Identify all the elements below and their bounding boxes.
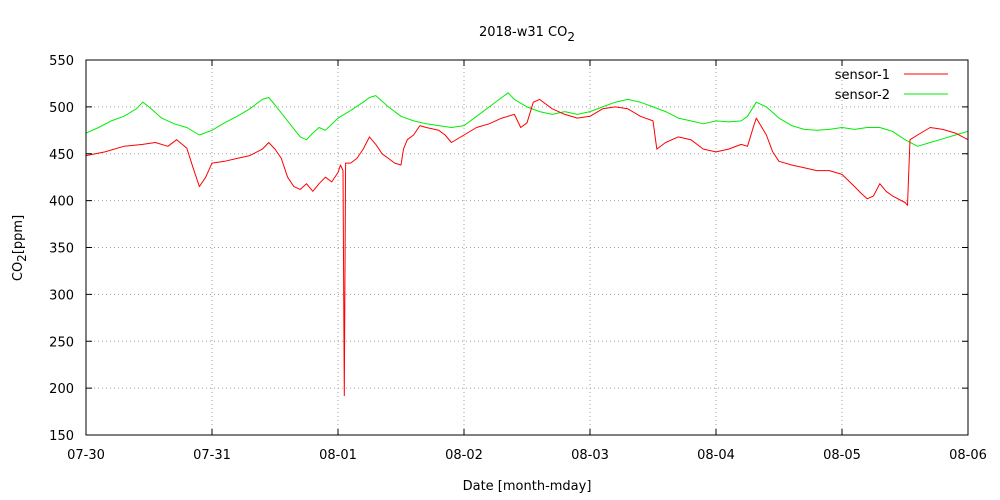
y-axis-label: CO2[ppm] bbox=[11, 215, 29, 281]
series-line-sensor-2 bbox=[85, 92, 969, 147]
y-axis-label-unit: [ppm] bbox=[11, 215, 26, 254]
chart-title: 2018-w31 CO2 bbox=[479, 25, 575, 44]
y-tick-label: 300 bbox=[49, 288, 74, 303]
y-tick-label: 400 bbox=[49, 195, 74, 210]
y-tick-label: 500 bbox=[49, 101, 74, 116]
x-tick-label: 07-31 bbox=[193, 448, 231, 463]
y-tick-label: 150 bbox=[49, 429, 74, 444]
y-tick-labels: 150 200 250 300 350 400 450 500 550 bbox=[49, 54, 74, 444]
legend: sensor-1 sensor-2 bbox=[835, 68, 948, 103]
legend-label-sensor-1: sensor-1 bbox=[835, 68, 890, 83]
x-tick-labels: 07-30 07-31 08-01 08-02 08-03 08-04 08-05 08-06 bbox=[67, 448, 987, 463]
axis-ticks bbox=[85, 59, 969, 436]
series-lines bbox=[85, 92, 969, 397]
y-tick-label: 550 bbox=[49, 54, 74, 69]
y-axis-label-subscript: 2 bbox=[15, 254, 29, 262]
y-tick-label: 200 bbox=[49, 382, 74, 397]
x-tick-label: 08-05 bbox=[823, 448, 861, 463]
grid-lines bbox=[86, 60, 968, 435]
y-tick-label: 250 bbox=[49, 335, 74, 350]
x-tick-label: 08-02 bbox=[445, 448, 483, 463]
x-axis-label: Date [month-mday] bbox=[463, 479, 592, 494]
chart-title-subscript: 2 bbox=[567, 30, 575, 44]
x-tick-label: 08-03 bbox=[571, 448, 609, 463]
y-tick-label: 350 bbox=[49, 242, 74, 257]
series-line-sensor-1 bbox=[85, 98, 969, 397]
x-tick-label: 08-04 bbox=[697, 448, 735, 463]
x-tick-label: 07-30 bbox=[67, 448, 105, 463]
legend-label-sensor-2: sensor-2 bbox=[835, 88, 890, 103]
y-tick-label: 450 bbox=[49, 148, 74, 163]
x-tick-label: 08-01 bbox=[319, 448, 357, 463]
x-tick-label: 08-06 bbox=[949, 448, 987, 463]
